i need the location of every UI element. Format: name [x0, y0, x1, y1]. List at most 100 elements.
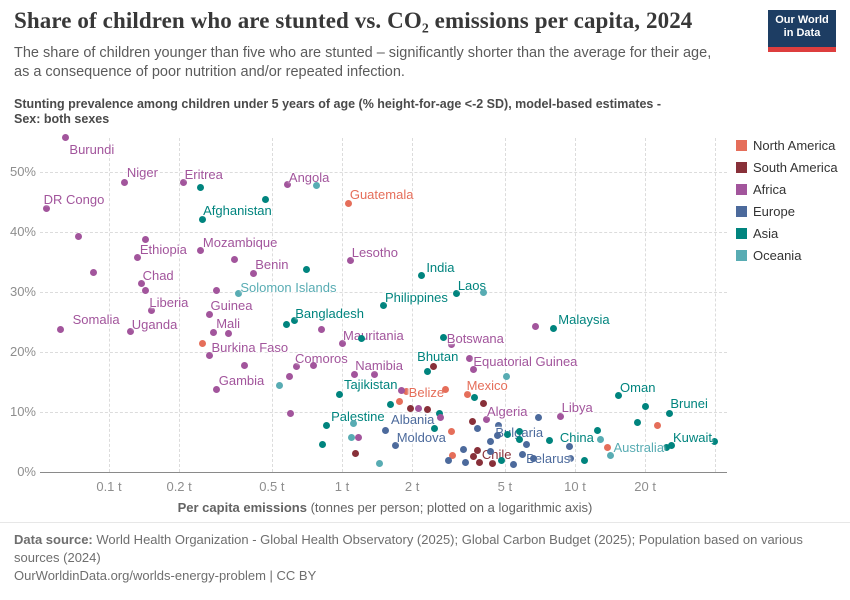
data-point[interactable] — [224, 329, 232, 337]
data-point[interactable] — [196, 183, 204, 191]
point-chile[interactable] — [489, 459, 497, 467]
data-point[interactable] — [462, 458, 470, 466]
data-point[interactable] — [437, 414, 445, 422]
data-point[interactable] — [213, 287, 221, 295]
legend-item-south-america[interactable]: South America — [736, 160, 838, 175]
data-point[interactable] — [439, 334, 447, 342]
point-malaysia[interactable] — [549, 324, 557, 332]
point-moldova[interactable] — [392, 441, 400, 449]
point-somalia[interactable] — [57, 325, 65, 333]
data-point[interactable] — [358, 335, 366, 343]
point-mauritania[interactable] — [338, 340, 346, 348]
data-point[interactable] — [503, 430, 511, 438]
point-lesotho[interactable] — [347, 257, 355, 265]
data-point[interactable] — [515, 435, 523, 443]
point-palestine[interactable] — [322, 421, 330, 429]
data-point[interactable] — [406, 404, 414, 412]
data-point[interactable] — [476, 458, 484, 466]
point-gambia[interactable] — [213, 385, 221, 393]
data-point[interactable] — [668, 441, 676, 449]
data-point[interactable] — [275, 381, 283, 389]
data-point[interactable] — [351, 449, 359, 457]
point-liberia[interactable] — [147, 306, 155, 314]
data-point[interactable] — [510, 461, 518, 469]
data-point[interactable] — [532, 322, 540, 330]
point-namibia[interactable] — [370, 371, 378, 379]
point-burundi[interactable] — [61, 134, 69, 142]
data-point[interactable] — [566, 443, 574, 451]
footer-link[interactable]: OurWorldinData.org/worlds-energy-problem… — [14, 568, 317, 583]
data-point[interactable] — [231, 256, 239, 264]
data-point[interactable] — [240, 361, 248, 369]
point-bulgaria[interactable] — [494, 421, 502, 429]
data-point[interactable] — [479, 288, 487, 296]
data-point[interactable] — [662, 443, 670, 451]
data-point[interactable] — [286, 409, 294, 417]
data-point[interactable] — [376, 459, 384, 467]
legend-item-asia[interactable]: Asia — [736, 226, 838, 241]
data-point[interactable] — [597, 435, 605, 443]
data-point[interactable] — [415, 404, 422, 412]
data-point[interactable] — [448, 452, 456, 460]
data-point[interactable] — [141, 287, 149, 295]
data-point[interactable] — [444, 456, 452, 464]
data-point[interactable] — [529, 454, 537, 462]
data-point[interactable] — [318, 325, 326, 333]
data-point[interactable] — [473, 425, 481, 433]
owid-logo[interactable]: Our World in Data — [768, 10, 836, 52]
point-ethiopia[interactable] — [134, 254, 142, 262]
point-belize[interactable] — [403, 388, 411, 396]
data-point[interactable] — [441, 385, 449, 393]
point-guatemala[interactable] — [345, 199, 353, 207]
point-angola[interactable] — [284, 181, 292, 189]
data-point[interactable] — [431, 425, 439, 433]
data-point[interactable] — [479, 399, 487, 407]
data-point[interactable] — [502, 373, 510, 381]
data-point[interactable] — [641, 403, 649, 411]
data-point[interactable] — [75, 233, 83, 241]
point-bhutan[interactable] — [423, 367, 431, 375]
data-point[interactable] — [351, 370, 359, 378]
point-australia[interactable] — [606, 451, 614, 459]
data-point[interactable] — [141, 236, 149, 244]
point-oman[interactable] — [614, 392, 622, 400]
data-point[interactable] — [523, 440, 531, 448]
data-point[interactable] — [474, 447, 482, 455]
data-point[interactable] — [303, 265, 311, 273]
point-mexico[interactable] — [464, 390, 472, 398]
point-india[interactable] — [417, 272, 425, 280]
data-point[interactable] — [309, 362, 317, 370]
data-point[interactable] — [199, 340, 207, 348]
data-point[interactable] — [282, 320, 290, 328]
data-point[interactable] — [354, 434, 362, 442]
point-eritrea[interactable] — [180, 179, 188, 187]
data-point[interactable] — [424, 405, 432, 413]
data-point[interactable] — [633, 419, 641, 427]
data-point[interactable] — [516, 428, 524, 436]
point-comoros[interactable] — [292, 362, 300, 370]
point-china[interactable] — [546, 436, 554, 444]
point-dr-congo[interactable] — [43, 204, 51, 212]
data-point[interactable] — [535, 414, 543, 422]
point-guinea[interactable] — [206, 310, 213, 318]
point-mozambique[interactable] — [197, 246, 205, 254]
data-point[interactable] — [349, 419, 357, 427]
point-equatorial-guinea[interactable] — [465, 355, 473, 363]
point-tajikistan[interactable] — [336, 390, 344, 398]
data-point[interactable] — [653, 421, 661, 429]
point-laos[interactable] — [453, 289, 461, 297]
data-point[interactable] — [436, 409, 444, 417]
data-point[interactable] — [604, 443, 612, 451]
point-afghanistan[interactable] — [198, 215, 206, 223]
data-point[interactable] — [468, 417, 476, 425]
data-point[interactable] — [469, 453, 477, 461]
point-brunei[interactable] — [665, 409, 673, 417]
legend-item-north-america[interactable]: North America — [736, 138, 838, 153]
data-point[interactable] — [498, 456, 506, 464]
point-niger[interactable] — [121, 178, 129, 186]
data-point[interactable] — [395, 397, 403, 405]
data-point[interactable] — [313, 182, 321, 190]
data-point[interactable] — [487, 447, 495, 455]
legend-item-europe[interactable]: Europe — [736, 204, 838, 219]
point-mali[interactable] — [209, 329, 217, 337]
